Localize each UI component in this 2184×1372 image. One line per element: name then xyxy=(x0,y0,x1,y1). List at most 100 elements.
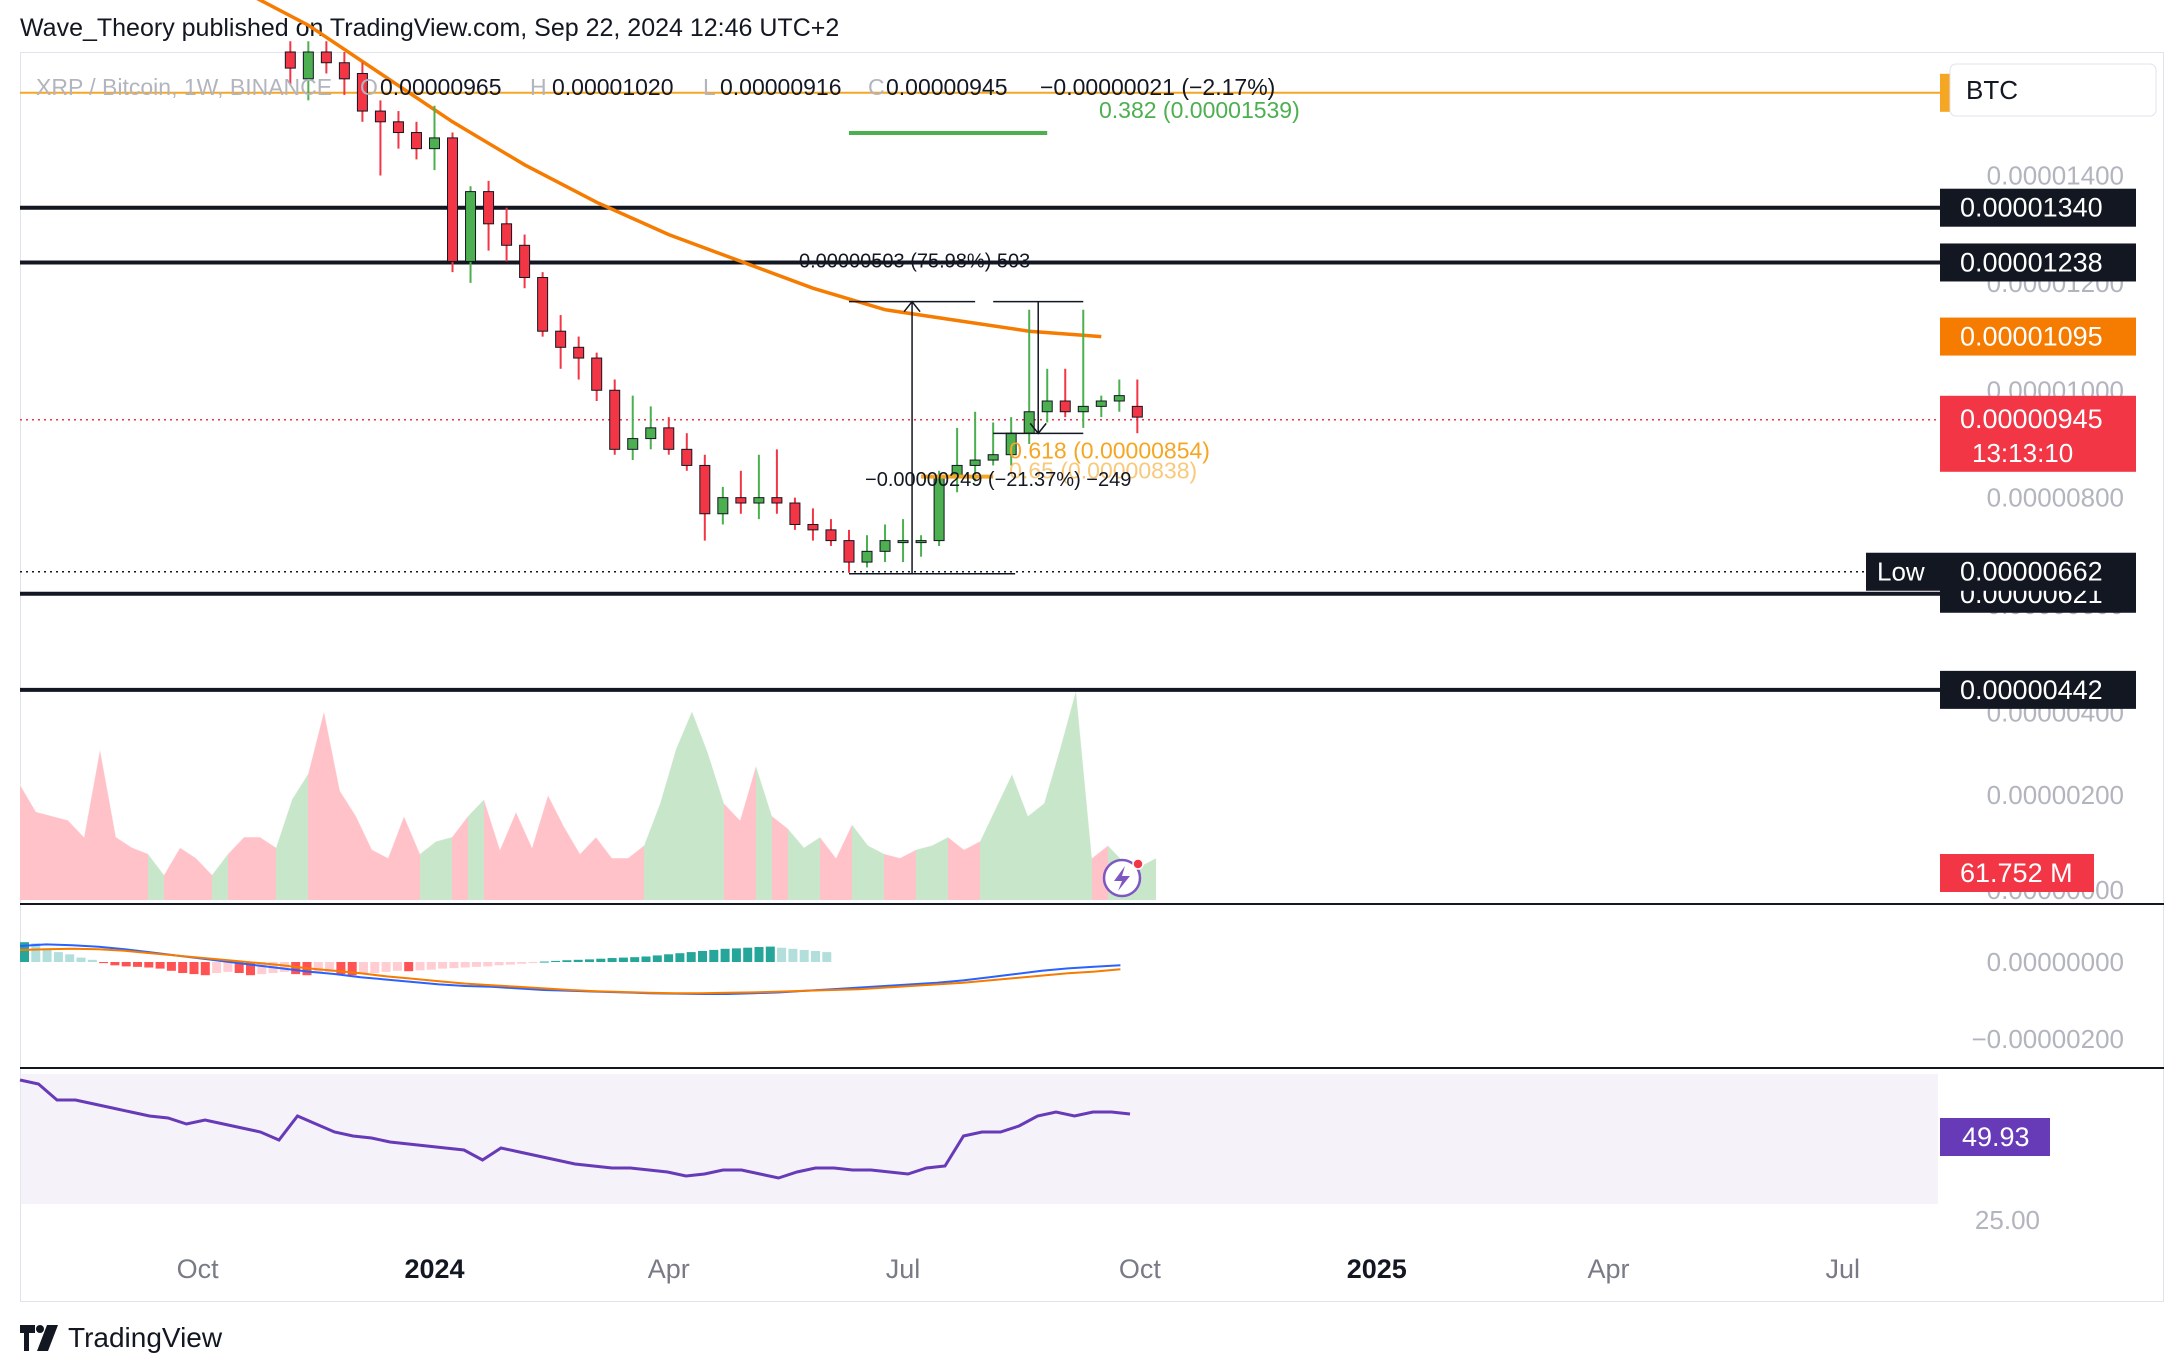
candle[interactable] xyxy=(519,234,531,289)
volume-area xyxy=(388,816,404,900)
candle-body xyxy=(501,223,513,246)
low-tag-text: Low xyxy=(1877,557,1925,587)
rsi-band xyxy=(20,1074,1938,1204)
macd-histogram-bar xyxy=(144,962,154,968)
candle[interactable] xyxy=(717,486,729,525)
macd-histogram-bar xyxy=(426,962,436,970)
low-price-label-text: 0.00000662 xyxy=(1960,557,2103,587)
candle-body xyxy=(428,137,440,150)
candle[interactable] xyxy=(537,272,549,337)
volume-last-text: 61.752 M xyxy=(1960,858,2073,888)
candle[interactable] xyxy=(302,41,314,101)
candle-body xyxy=(663,427,675,450)
candle[interactable] xyxy=(969,411,981,482)
candle[interactable] xyxy=(483,180,495,251)
candle[interactable] xyxy=(861,535,873,568)
candle[interactable] xyxy=(735,470,747,514)
candle-body xyxy=(681,448,693,466)
candle-body xyxy=(987,454,999,461)
volume-area xyxy=(868,845,884,900)
candle-body xyxy=(519,244,531,279)
chart-canvas[interactable]: 0.382 (0.00001539) 0.618 (0.00000854)0.65… xyxy=(0,0,2184,1300)
candle[interactable] xyxy=(284,41,296,85)
macd-histogram-bar xyxy=(562,960,572,962)
candle[interactable] xyxy=(465,186,477,283)
macd-histogram-bar xyxy=(585,959,594,962)
volume-area xyxy=(260,837,276,900)
candle[interactable] xyxy=(825,519,837,546)
candle[interactable] xyxy=(609,379,621,455)
volume-area xyxy=(84,748,100,900)
macd-histogram-bar xyxy=(99,962,109,964)
candle[interactable] xyxy=(915,535,927,557)
candle-body xyxy=(356,72,368,112)
candle[interactable] xyxy=(428,105,440,171)
volume-area xyxy=(180,847,196,900)
candle[interactable] xyxy=(663,417,675,455)
candle-body xyxy=(861,550,873,563)
candle[interactable] xyxy=(753,454,765,520)
candle[interactable] xyxy=(447,132,459,273)
candle[interactable] xyxy=(627,395,639,461)
candle[interactable] xyxy=(591,352,603,401)
volume-area xyxy=(1012,774,1028,900)
candle[interactable] xyxy=(843,529,855,573)
candle[interactable] xyxy=(374,100,386,176)
macd-histogram-bar xyxy=(720,948,730,962)
volume-area xyxy=(996,774,1012,900)
candle[interactable] xyxy=(789,497,801,530)
candles[interactable] xyxy=(284,41,1143,573)
volume-area xyxy=(116,837,132,900)
macd-histogram-bar xyxy=(551,960,561,962)
candle-body xyxy=(645,427,657,440)
candle[interactable] xyxy=(807,508,819,541)
candle[interactable] xyxy=(681,433,693,471)
candle[interactable] xyxy=(1095,395,1107,418)
macd-histogram-bar xyxy=(438,962,448,969)
macd-histogram-bar xyxy=(641,956,651,962)
level-price-label-bg xyxy=(1940,243,2136,282)
candle[interactable] xyxy=(320,41,332,74)
candle-body xyxy=(627,438,639,450)
candle[interactable] xyxy=(699,454,711,541)
candle[interactable] xyxy=(879,524,891,563)
currency-button[interactable]: BTC xyxy=(1949,63,2157,117)
candle-body xyxy=(897,540,909,544)
brand-name: TradingView xyxy=(68,1322,223,1353)
candle[interactable] xyxy=(501,207,513,262)
candle[interactable] xyxy=(555,315,567,369)
candle-body xyxy=(825,529,837,542)
candle[interactable] xyxy=(645,406,657,450)
candle[interactable] xyxy=(1059,368,1071,418)
volume-area xyxy=(964,841,980,900)
candle[interactable] xyxy=(410,121,422,160)
macd-histogram-bar xyxy=(675,953,685,962)
candle[interactable] xyxy=(573,336,585,380)
candle[interactable] xyxy=(897,519,909,563)
candle[interactable] xyxy=(771,449,783,514)
legend-symbol: XRP / Bitcoin, 1W, BINANCE xyxy=(36,74,332,100)
candle[interactable] xyxy=(987,422,999,466)
time-tick: Oct xyxy=(177,1254,220,1284)
volume-area xyxy=(804,837,820,900)
candle[interactable] xyxy=(1131,379,1143,434)
volume-area xyxy=(132,847,148,900)
macd-histogram-bar xyxy=(517,962,527,964)
candle[interactable] xyxy=(1041,368,1053,423)
volume-area xyxy=(612,858,628,900)
macd-histogram-bar xyxy=(731,948,741,962)
candle[interactable] xyxy=(338,52,350,95)
volume-area xyxy=(916,845,932,900)
tradingview-brand[interactable]: TradingView xyxy=(20,1322,222,1354)
chart-frame[interactable] xyxy=(20,52,2164,1302)
candle[interactable] xyxy=(1113,379,1125,412)
candle[interactable] xyxy=(356,62,368,122)
candle[interactable] xyxy=(1077,309,1089,428)
candle[interactable] xyxy=(392,111,404,149)
legend-high-label: H xyxy=(530,74,547,100)
level-price-label-bg xyxy=(1940,188,2136,227)
volume-area xyxy=(452,816,468,900)
candle-body xyxy=(1077,405,1089,413)
volume-area xyxy=(148,853,164,900)
ema-series xyxy=(256,0,1102,339)
